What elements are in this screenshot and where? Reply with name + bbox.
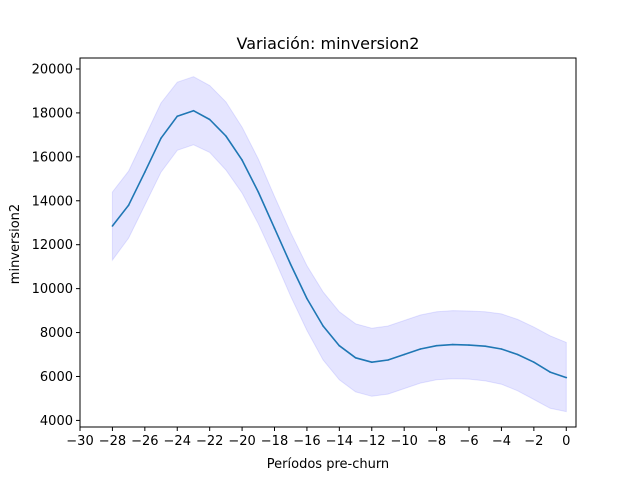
data-point xyxy=(387,359,389,361)
data-point xyxy=(484,345,487,348)
data-point xyxy=(241,159,243,161)
confidence-band-0 xyxy=(111,76,567,413)
y-tick-label: 12000 xyxy=(32,238,73,253)
data-point xyxy=(176,115,179,117)
x-axis-label: Períodos pre-churn xyxy=(267,457,389,472)
x-tick-label: −14 xyxy=(326,434,353,449)
x-tick-label: −20 xyxy=(228,434,255,449)
data-point xyxy=(435,344,438,347)
x-tick-label: −22 xyxy=(196,434,223,449)
data-point xyxy=(452,343,454,346)
x-tick-label: −26 xyxy=(131,434,158,449)
data-point xyxy=(144,171,146,173)
data-point xyxy=(533,361,535,364)
x-tick-label: 0 xyxy=(562,434,570,449)
data-point xyxy=(565,376,568,379)
x-tick-label: −30 xyxy=(66,434,93,449)
y-tick-label: 16000 xyxy=(32,150,73,165)
data-point xyxy=(371,361,373,364)
data-point xyxy=(338,344,341,347)
data-point xyxy=(516,353,519,356)
y-tick-label: 6000 xyxy=(40,370,73,385)
data-point xyxy=(160,137,162,139)
data-point xyxy=(500,348,503,350)
x-tick-label: −2 xyxy=(524,434,543,449)
data-point xyxy=(192,109,195,112)
x-tick-label: −6 xyxy=(459,434,478,449)
y-tick-label: 8000 xyxy=(40,326,73,341)
data-point xyxy=(419,348,422,350)
data-point xyxy=(111,225,114,227)
y-axis-label: minversion2 xyxy=(8,204,23,284)
y-tick-label: 18000 xyxy=(32,106,73,121)
data-point xyxy=(289,263,292,266)
data-point xyxy=(322,325,324,327)
chart-title: Variación: minversion2 xyxy=(237,34,420,53)
y-tick-label: 14000 xyxy=(32,194,73,209)
data-point xyxy=(273,227,276,229)
x-tick-label: −18 xyxy=(261,434,288,449)
x-tick-label: −10 xyxy=(390,434,417,449)
data-point xyxy=(403,353,406,356)
y-tick-label: 10000 xyxy=(32,282,73,297)
x-tick-label: −8 xyxy=(427,434,446,449)
y-tick-label: 4000 xyxy=(40,414,73,429)
data-point xyxy=(354,357,357,359)
plot-area: −30 −28 −26 −24 −22 −20 −18 −16 −14 −12 −10 −8 −6 −4−… xyxy=(32,57,577,449)
x-tick-label: −12 xyxy=(358,434,385,449)
data-point xyxy=(208,118,211,121)
data-point xyxy=(468,344,470,346)
data-point xyxy=(306,297,308,300)
plot-frame xyxy=(79,57,577,428)
data-point xyxy=(225,135,227,137)
data-point xyxy=(257,191,260,193)
y-tick-label: 20000 xyxy=(32,62,73,77)
x-tick-label: −16 xyxy=(293,434,320,449)
data-point xyxy=(127,204,130,206)
data-point xyxy=(549,371,551,373)
x-tick-label: −4 xyxy=(492,434,511,449)
x-tick-label: −28 xyxy=(99,434,126,449)
x-tick-label: −24 xyxy=(164,434,191,449)
